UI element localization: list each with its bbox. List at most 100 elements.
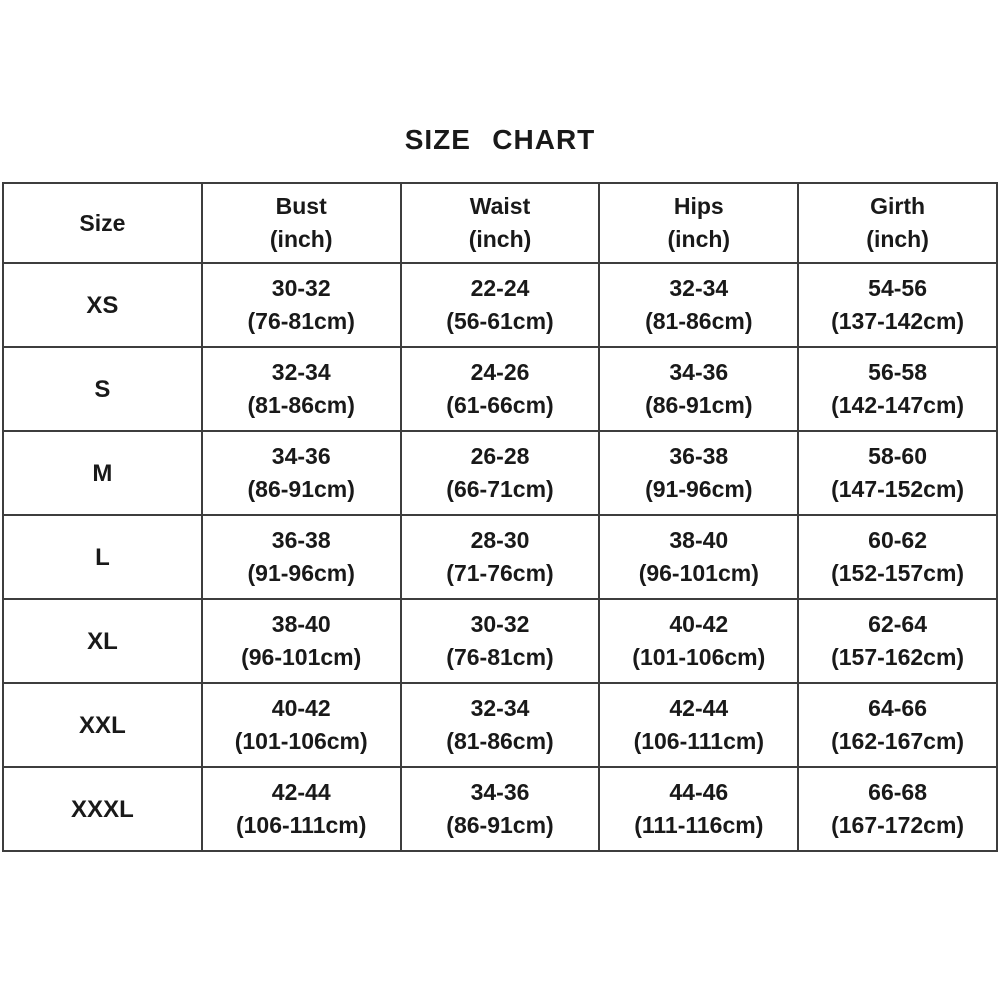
inch-range: 32-34 <box>470 695 530 721</box>
inch-range: 28-30 <box>470 527 530 553</box>
cm-range: (76-81cm) <box>446 644 554 670</box>
inch-range: 58-60 <box>868 443 927 469</box>
measurement-cell: 32-34 (81-86cm) <box>399 682 601 768</box>
cm-range: (66-71cm) <box>446 476 554 502</box>
measurement-cell: 40-42 (101-106cm) <box>598 598 800 684</box>
column-header-line2: (inch) <box>866 226 929 252</box>
inch-range: 30-32 <box>271 275 331 301</box>
cm-range: (81-86cm) <box>247 392 355 418</box>
cm-range: (86-91cm) <box>247 476 355 502</box>
measurement-cell: 22-24 (56-61cm) <box>399 262 601 348</box>
inch-range: 34-36 <box>669 359 729 385</box>
measurement-cell: 32-34 (81-86cm) <box>598 262 800 348</box>
inch-range: 42-44 <box>271 779 331 805</box>
size-label: S <box>2 346 203 432</box>
inch-range: 30-32 <box>470 611 530 637</box>
inch-range: 56-58 <box>868 359 927 385</box>
table-row: XL 38-40 (96-101cm) 30-32 (76-81cm) 40-42 (101… <box>2 598 998 684</box>
table-row: L 36-38 (91-96cm) 28-30 (71-76cm) 38-40 (96-10… <box>2 514 998 600</box>
size-label: M <box>2 430 203 516</box>
column-header-line2: (inch) <box>468 226 532 252</box>
size-table-body: XS 30-32 (76-81cm) 22-24 (56-61cm) 32-34 (81-8… <box>2 262 998 852</box>
inch-range: 40-42 <box>271 695 331 721</box>
measurement-cell: 42-44 (106-111cm) <box>200 766 402 852</box>
cm-range: (86-91cm) <box>645 392 753 418</box>
page-title: SIZE CHART <box>404 124 596 155</box>
inch-range: 34-36 <box>271 443 331 469</box>
measurement-cell: 54-56 (137-142cm) <box>797 262 998 348</box>
cm-range: (96-101cm) <box>638 560 759 586</box>
table-row: XXL 40-42 (101-106cm) 32-34 (81-86cm) 42-44 (1… <box>2 682 998 768</box>
size-label: XXXL <box>2 766 203 852</box>
column-header-line1: Bust <box>275 193 327 219</box>
measurement-cell: 26-28 (66-71cm) <box>399 430 601 516</box>
inch-range: 40-42 <box>669 611 729 637</box>
header-row: Size Bust (inch) Waist (inch) Hips (inch) Girth… <box>2 182 998 264</box>
column-header: Girth (inch) <box>797 182 998 264</box>
inch-range: 34-36 <box>470 779 530 805</box>
cm-range: (101-106cm) <box>632 644 766 670</box>
cm-range: (61-66cm) <box>446 392 554 418</box>
measurement-cell: 34-36 (86-91cm) <box>200 430 402 516</box>
measurement-cell: 34-36 (86-91cm) <box>598 346 800 432</box>
column-header-line2: (inch) <box>269 226 333 252</box>
cm-range: (96-101cm) <box>241 644 362 670</box>
column-header: Waist (inch) <box>399 182 601 264</box>
size-label: L <box>2 514 203 600</box>
inch-range: 36-38 <box>271 527 331 553</box>
table-row: S 32-34 (81-86cm) 24-26 (61-66cm) 34-36 (86-91… <box>2 346 998 432</box>
measurement-cell: 28-30 (71-76cm) <box>399 514 601 600</box>
cm-range: (157-162cm) <box>831 644 965 670</box>
inch-range: 44-46 <box>669 779 729 805</box>
cm-range: (147-152cm) <box>831 476 965 502</box>
measurement-cell: 24-26 (61-66cm) <box>399 346 601 432</box>
inch-range: 60-62 <box>868 527 927 553</box>
cm-range: (91-96cm) <box>247 560 355 586</box>
column-header-line2: (inch) <box>667 226 731 252</box>
size-table-head: Size Bust (inch) Waist (inch) Hips (inch) Girth… <box>2 182 998 264</box>
measurement-cell: 64-66 (162-167cm) <box>797 682 998 768</box>
measurement-cell: 32-34 (81-86cm) <box>200 346 402 432</box>
inch-range: 42-44 <box>669 695 729 721</box>
inch-range: 24-26 <box>470 359 530 385</box>
cm-range: (106-111cm) <box>235 812 367 838</box>
cm-range: (81-86cm) <box>645 308 753 334</box>
measurement-cell: 58-60 (147-152cm) <box>797 430 998 516</box>
size-label: XS <box>2 262 203 348</box>
size-label: XL <box>2 598 203 684</box>
inch-range: 54-56 <box>868 275 927 301</box>
inch-range: 64-66 <box>868 695 927 721</box>
measurement-cell: 66-68 (167-172cm) <box>797 766 998 852</box>
measurement-cell: 30-32 (76-81cm) <box>200 262 402 348</box>
measurement-cell: 62-64 (157-162cm) <box>797 598 998 684</box>
measurement-cell: 56-58 (142-147cm) <box>797 346 998 432</box>
measurement-cell: 44-46 (111-116cm) <box>598 766 800 852</box>
measurement-cell: 36-38 (91-96cm) <box>200 514 402 600</box>
inch-range: 36-38 <box>669 443 729 469</box>
measurement-cell: 60-62 (152-157cm) <box>797 514 998 600</box>
table-row: XS 30-32 (76-81cm) 22-24 (56-61cm) 32-34 (81-8… <box>2 262 998 348</box>
column-header: Bust (inch) <box>200 182 402 264</box>
cm-range: (86-91cm) <box>446 812 554 838</box>
cm-range: (111-116cm) <box>634 812 764 838</box>
cm-range: (56-61cm) <box>446 308 554 334</box>
column-header: Hips (inch) <box>598 182 800 264</box>
measurement-cell: 38-40 (96-101cm) <box>598 514 800 600</box>
cm-range: (162-167cm) <box>831 728 965 754</box>
size-chart-table: Size Bust (inch) Waist (inch) Hips (inch) Girth… <box>2 182 998 852</box>
inch-range: 22-24 <box>470 275 530 301</box>
inch-range: 66-68 <box>868 779 927 805</box>
cm-range: (101-106cm) <box>234 728 368 754</box>
cm-range: (142-147cm) <box>831 392 965 418</box>
inch-range: 26-28 <box>470 443 530 469</box>
inch-range: 32-34 <box>669 275 729 301</box>
inch-range: 38-40 <box>271 611 331 637</box>
inch-range: 38-40 <box>669 527 729 553</box>
measurement-cell: 38-40 (96-101cm) <box>200 598 402 684</box>
column-header-line1: Waist <box>469 193 531 219</box>
size-label: XXL <box>2 682 203 768</box>
cm-range: (91-96cm) <box>645 476 753 502</box>
measurement-cell: 34-36 (86-91cm) <box>399 766 601 852</box>
measurement-cell: 40-42 (101-106cm) <box>200 682 402 768</box>
cm-range: (167-172cm) <box>831 812 965 838</box>
